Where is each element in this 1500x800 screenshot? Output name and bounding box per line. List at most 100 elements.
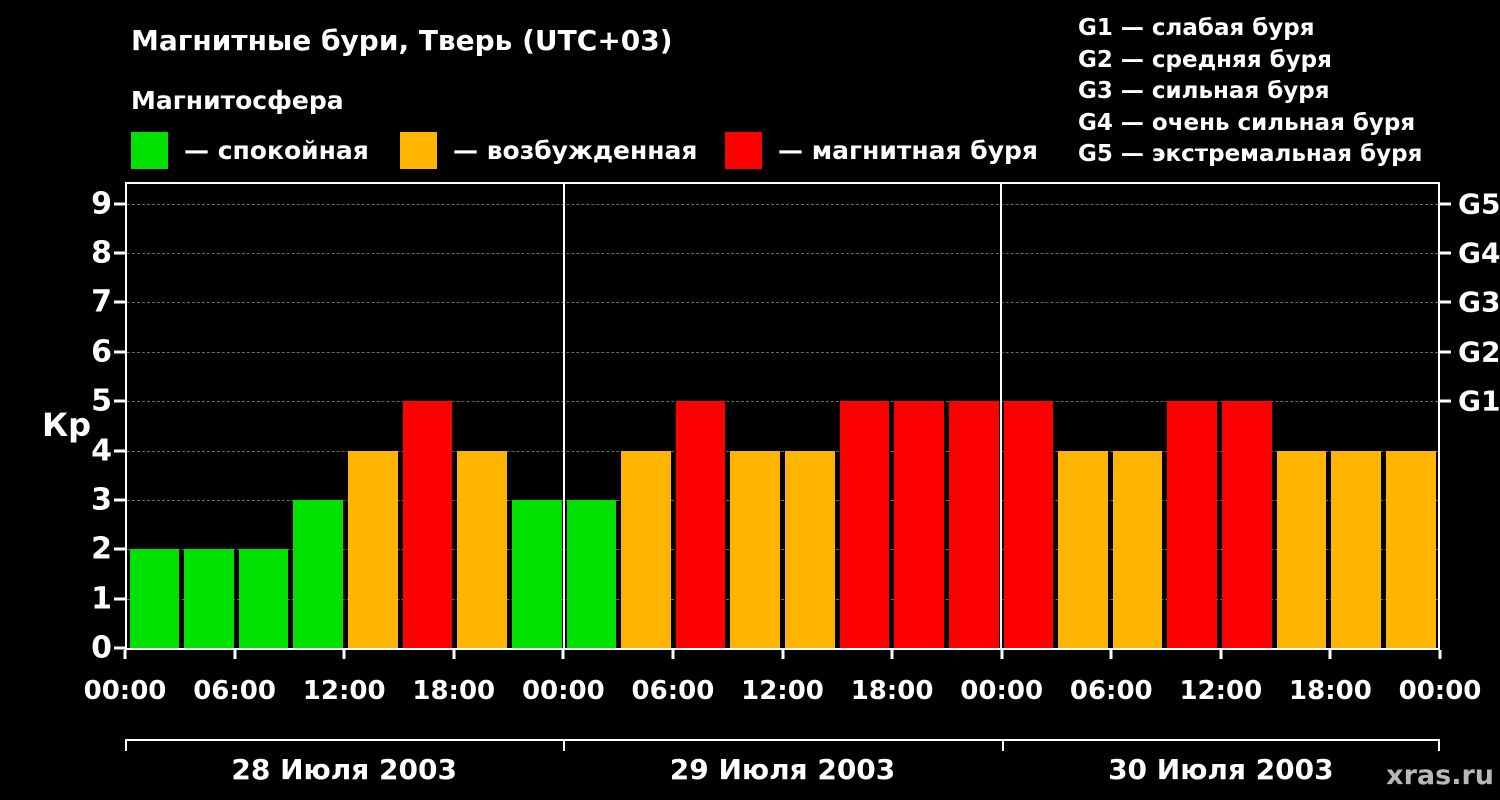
- y-axis-tick-label: 3: [91, 482, 112, 518]
- x-axis-tick-mark: [561, 650, 565, 659]
- date-axis-tick: [1438, 739, 1440, 751]
- gridline-kp-6: [127, 351, 1438, 353]
- x-axis-time-label: 12:00: [1179, 676, 1263, 706]
- magnetosphere-label: Магнитосфера: [131, 86, 344, 115]
- x-axis-time-label: 06:00: [1069, 676, 1153, 706]
- x-axis-tick-mark: [1109, 650, 1113, 659]
- y-axis-tick-mark: [114, 399, 125, 403]
- x-axis-time-label: 00:00: [83, 676, 167, 706]
- g4-scale-label: G4 — очень сильная буря: [1078, 109, 1416, 136]
- x-axis-tick-mark: [671, 650, 675, 659]
- y-axis-tick-mark: [114, 547, 125, 551]
- legend-item-storm: — магнитная буря: [725, 131, 1038, 169]
- date-label: 29 Июля 2003: [669, 753, 896, 786]
- date-label: 28 Июля 2003: [231, 753, 457, 786]
- gridline-kp-7: [127, 302, 1438, 304]
- x-axis-time-label: 18:00: [1289, 676, 1372, 706]
- kp-bar: [785, 450, 835, 648]
- y-axis-tick-mark: [114, 498, 125, 502]
- kp-bar: [1276, 450, 1327, 648]
- x-axis-time-label: 00:00: [960, 676, 1044, 706]
- legend-item-quiet: — спокойная: [131, 131, 369, 169]
- gridline-kp-1: [127, 598, 1438, 600]
- kp-bar: [675, 401, 726, 648]
- x-axis-tick-mark: [452, 650, 456, 659]
- x-axis-tick-mark: [1438, 650, 1442, 659]
- y-axis-tick-label: 4: [91, 433, 112, 469]
- right-axis-tick-mark: [1440, 399, 1451, 403]
- y-axis-tick-label: 8: [91, 235, 112, 271]
- x-axis-time-label: 06:00: [631, 676, 715, 706]
- right-axis-tick-mark: [1440, 300, 1451, 304]
- kp-bar: [293, 499, 343, 648]
- kp-bar: [129, 549, 180, 648]
- y-axis-tick-label: 7: [91, 284, 112, 320]
- y-axis-tick-mark: [114, 646, 125, 650]
- y-axis-title: Кр: [42, 406, 92, 444]
- x-axis-tick-mark: [342, 650, 346, 659]
- watermark: xras.ru: [1386, 760, 1494, 791]
- kp-bar: [894, 401, 944, 648]
- x-axis-time-label: 06:00: [193, 676, 276, 706]
- y-axis-tick-mark: [114, 350, 125, 354]
- kp-bar: [1331, 450, 1381, 648]
- kp-bar: [1112, 450, 1163, 648]
- storm-scale-legend: G1 — слабая буря G2 — средняя буря G3 — …: [1078, 13, 1422, 171]
- kp-bar: [1058, 450, 1108, 648]
- x-axis-tick-mark: [1328, 650, 1332, 659]
- x-axis-tick-mark: [123, 650, 127, 659]
- y-axis-tick-mark: [114, 597, 125, 601]
- x-axis-tick-mark: [1000, 650, 1004, 659]
- x-axis-tick-mark: [1219, 650, 1223, 659]
- y-axis-tick-mark: [114, 300, 125, 304]
- right-axis-tick-mark: [1440, 350, 1451, 354]
- chart-title: Магнитные бури, Тверь (UTC+03): [131, 24, 673, 57]
- date-axis-tick: [125, 739, 127, 751]
- legend-item-excited: — возбужденная: [400, 131, 697, 169]
- legend-label-quiet: — спокойная: [184, 135, 369, 165]
- kp-bar: [457, 450, 507, 648]
- kp-bar: [238, 549, 289, 648]
- right-axis-label: G1: [1458, 384, 1500, 418]
- kp-bar: [948, 401, 999, 648]
- g5-scale-label: G5 — экстремальная буря: [1078, 141, 1423, 167]
- gridline-kp-5: [127, 401, 1438, 403]
- excited-color-swatch: [400, 131, 437, 169]
- right-axis-tick-mark: [1440, 251, 1451, 255]
- right-axis-label: G4: [1458, 236, 1500, 270]
- x-axis-time-label: 12:00: [302, 676, 386, 706]
- y-axis-tick-mark: [114, 251, 125, 255]
- g1-scale-label: G1 — слабая буря: [1078, 15, 1315, 41]
- kp-bar: [621, 450, 671, 648]
- day-separator: [563, 184, 565, 648]
- kp-bar: [839, 401, 890, 648]
- x-axis-time-label: 12:00: [741, 676, 824, 706]
- gridline-kp-3: [127, 499, 1438, 501]
- y-axis-tick-label: 0: [91, 630, 112, 666]
- date-axis-tick: [563, 739, 566, 751]
- right-axis-label: G2: [1458, 335, 1500, 369]
- y-axis-tick-label: 9: [91, 186, 112, 222]
- day-separator: [1000, 184, 1002, 648]
- g3-scale-label: G3 — сильная буря: [1078, 78, 1330, 104]
- x-axis-tick-mark: [890, 650, 894, 659]
- y-axis-tick-label: 2: [91, 531, 112, 567]
- date-label: 30 Июля 2003: [1108, 753, 1334, 786]
- quiet-color-swatch: [131, 131, 168, 169]
- g2-scale-label: G2 — средняя буря: [1078, 46, 1332, 73]
- right-axis-label: G5: [1458, 187, 1500, 221]
- legend-label-excited: — возбужденная: [453, 135, 698, 165]
- x-axis-time-label: 00:00: [1398, 676, 1482, 706]
- gridline-kp-4: [127, 450, 1438, 452]
- kp-bar: [1167, 401, 1217, 648]
- kp-bar: [511, 499, 562, 648]
- y-axis-tick-label: 1: [91, 581, 112, 617]
- storm-color-swatch: [725, 131, 762, 169]
- x-axis-time-label: 00:00: [521, 676, 605, 706]
- gridline-kp-8: [127, 253, 1438, 255]
- right-axis-label: G3: [1458, 285, 1500, 319]
- kp-bar: [1003, 401, 1054, 648]
- right-axis-tick-mark: [1440, 202, 1451, 206]
- x-axis-tick-mark: [233, 650, 237, 659]
